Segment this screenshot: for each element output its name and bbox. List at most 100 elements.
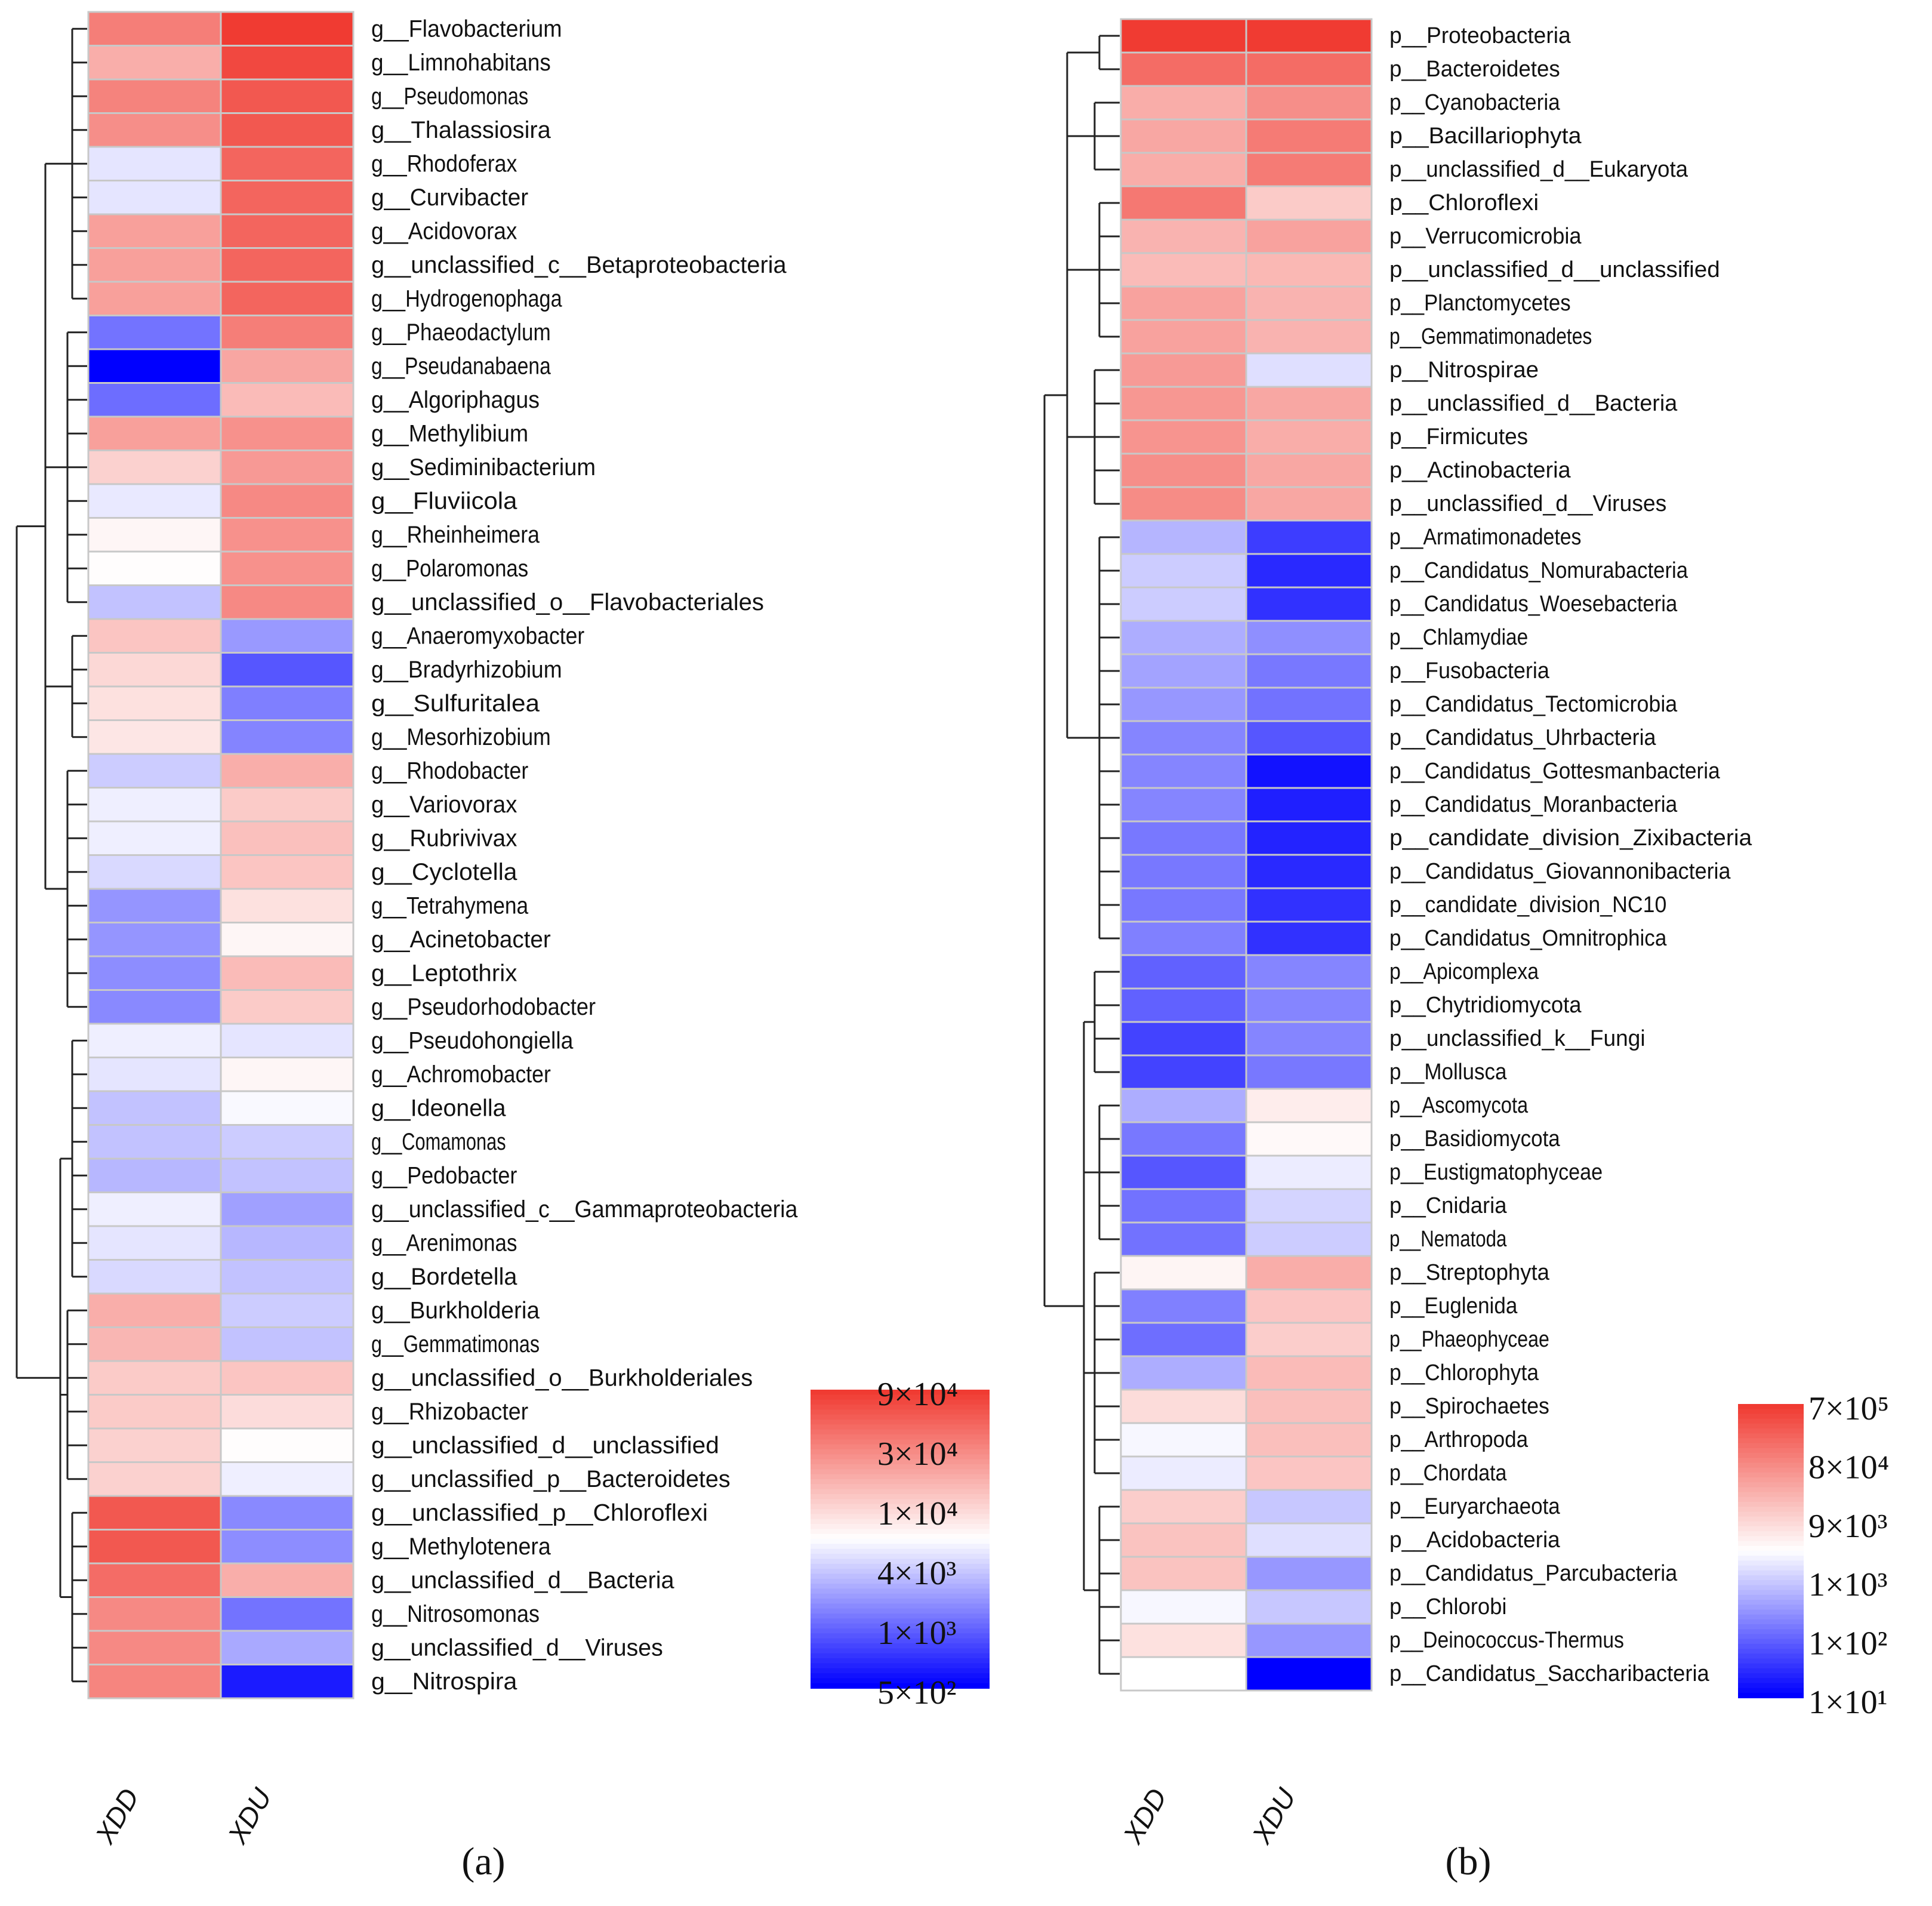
- row-label: g__Acinetobacter: [371, 926, 551, 953]
- heatmap-cell: [1120, 386, 1247, 421]
- row-label: p__unclassified_d__Bacteria: [1389, 391, 1678, 416]
- legend-gradient-step: [1738, 1492, 1804, 1498]
- row-label: p__Armatimonadetes: [1389, 525, 1581, 550]
- row-label: p__Candidatus_Gottesmanbacteria: [1389, 759, 1720, 784]
- row-label: g__Bradyrhizobium: [371, 657, 562, 683]
- row-label: g__Limnohabitans: [371, 50, 551, 76]
- legend-gradient-step: [1738, 1521, 1804, 1527]
- heatmap-cell: [1120, 1355, 1247, 1391]
- heatmap-cell: [1245, 185, 1373, 221]
- row-label: p__Candidatus_Nomurabacteria: [1389, 558, 1688, 583]
- row-label: g__Rhodoferax: [371, 150, 517, 177]
- legend-gradient-step: [811, 1683, 990, 1689]
- legend-gradient-step: [1738, 1511, 1804, 1517]
- row-label: p__Fusobacteria: [1389, 658, 1550, 683]
- row-label: g__Hydrogenophaga: [371, 285, 562, 312]
- legend-gradient-step: [1738, 1448, 1804, 1454]
- legend-gradient-step: [811, 1394, 990, 1400]
- heatmap-cell: [220, 1427, 355, 1463]
- heatmap-cell: [1120, 452, 1247, 488]
- row-label: p__Spirochaetes: [1389, 1394, 1549, 1419]
- row-label: g__Rhizobacter: [371, 1399, 528, 1425]
- row-label: p__Nitrospirae: [1389, 358, 1539, 383]
- heatmap-cell: [220, 281, 355, 316]
- legend-gradient-step: [811, 1603, 990, 1609]
- legend-gradient-step: [1738, 1683, 1804, 1689]
- heatmap-cell: [220, 854, 355, 890]
- heatmap-cell: [1245, 352, 1373, 388]
- legend-gradient-step: [811, 1588, 990, 1594]
- heatmap-cell: [220, 719, 355, 755]
- legend-gradient-step: [811, 1678, 990, 1684]
- legend-tick-label: 3×10⁴: [877, 1436, 958, 1473]
- heatmap-cell: [87, 584, 222, 620]
- legend-gradient-step: [811, 1529, 990, 1535]
- heatmap-cell: [220, 1630, 355, 1665]
- heatmap-cell: [87, 955, 222, 991]
- row-label: p__Apicomplexa: [1389, 959, 1539, 984]
- legend-gradient-step: [1738, 1560, 1804, 1566]
- heatmap-cell: [220, 550, 355, 586]
- legend-gradient-step: [811, 1584, 990, 1590]
- legend-gradient-step: [1738, 1624, 1804, 1630]
- legend-gradient-step: [811, 1489, 990, 1495]
- heatmap-cell: [220, 820, 355, 856]
- legend-gradient-step: [1738, 1565, 1804, 1571]
- row-label: g__unclassified_d__Bacteria: [371, 1567, 674, 1593]
- heatmap-cell: [87, 1326, 222, 1362]
- legend-gradient-step: [1738, 1497, 1804, 1502]
- legend-gradient-step: [811, 1499, 990, 1505]
- row-label: p__candidate_division_NC10: [1389, 892, 1666, 917]
- heatmap-cell: [1120, 1522, 1247, 1558]
- heatmap-cell: [1120, 1589, 1247, 1625]
- row-label: g__Methylibium: [371, 420, 528, 447]
- legend-gradient-step: [811, 1390, 990, 1396]
- column-label: XDD: [1117, 1783, 1173, 1849]
- legend-tick-label: 1×10³: [877, 1615, 956, 1652]
- row-label: p__Chlorophyta: [1389, 1360, 1539, 1385]
- legend-gradient-step: [1738, 1639, 1804, 1645]
- heatmap-cell: [1120, 553, 1247, 589]
- legend-gradient-step: [811, 1614, 990, 1619]
- heatmap-cell: [87, 415, 222, 451]
- row-label: p__Cnidaria: [1389, 1193, 1507, 1218]
- heatmap-cell: [1120, 787, 1247, 823]
- legend-gradient-step: [1738, 1619, 1804, 1625]
- heatmap-cell: [87, 1090, 222, 1126]
- heatmap-cell: [87, 820, 222, 856]
- heatmap-cell: [220, 1124, 355, 1160]
- heatmap-cell: [220, 382, 355, 418]
- heatmap-cell: [1245, 1556, 1373, 1591]
- heatmap-cell: [1120, 1088, 1247, 1123]
- row-label: g__Fluviicola: [371, 488, 517, 514]
- legend-gradient-step: [811, 1424, 990, 1430]
- legend-gradient-step: [1738, 1663, 1804, 1669]
- legend-gradient-step: [1738, 1531, 1804, 1537]
- heatmap-cell: [220, 112, 355, 148]
- row-label: g__unclassified_p__Bacteroidetes: [371, 1466, 731, 1492]
- heatmap-cell: [1120, 954, 1247, 990]
- heatmap-cell: [1245, 1188, 1373, 1224]
- heatmap-cell: [220, 1461, 355, 1497]
- heatmap-cell: [87, 1157, 222, 1193]
- heatmap-cell: [87, 1495, 222, 1531]
- heatmap-cell: [220, 11, 355, 47]
- legend-gradient-step: [811, 1673, 990, 1679]
- heatmap-cell: [87, 449, 222, 485]
- legend-gradient-step: [1738, 1551, 1804, 1557]
- heatmap-cell: [1245, 85, 1373, 121]
- legend-gradient-step: [811, 1648, 990, 1654]
- row-label: p__Candidatus_Moranbacteria: [1389, 792, 1678, 817]
- heatmap-cell: [220, 1292, 355, 1328]
- legend-tick-label: 5×10²: [877, 1674, 956, 1711]
- legend-tick-label: 1×10¹: [1808, 1684, 1887, 1721]
- heatmap-cell: [87, 517, 222, 553]
- heatmap-cell: [220, 1562, 355, 1598]
- heatmap-cell: [1245, 285, 1373, 321]
- heatmap-cell: [1120, 486, 1247, 522]
- heatmap-cell: [220, 922, 355, 957]
- heatmap-cell: [1245, 1021, 1373, 1057]
- heatmap-cell: [87, 1360, 222, 1396]
- row-label: g__Tetrahymena: [371, 892, 529, 919]
- legend-tick-label: 1×10³: [1808, 1566, 1887, 1603]
